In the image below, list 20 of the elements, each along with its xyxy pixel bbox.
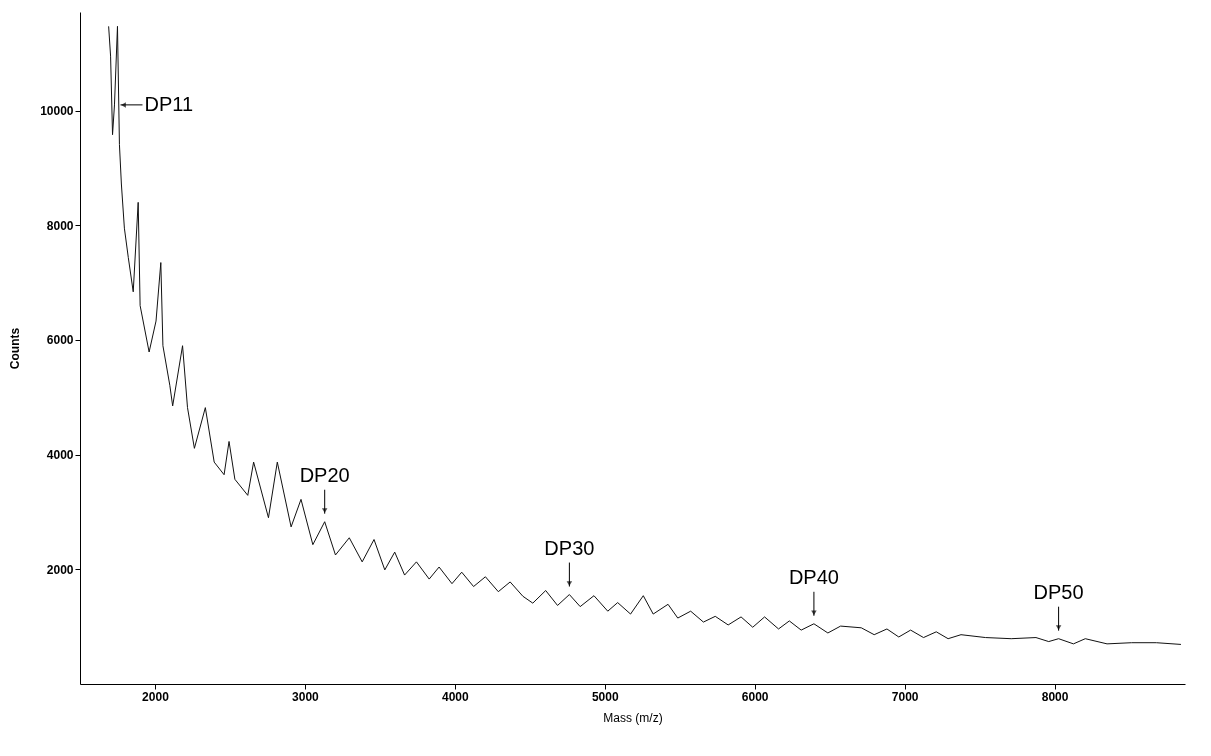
- x-tick-label: 5000: [591, 689, 619, 704]
- y-tick-label: 6000: [46, 333, 74, 348]
- y-tick-label: 2000: [46, 562, 74, 577]
- x-tick-label: 3000: [292, 689, 320, 704]
- annotation: DP20: [299, 463, 350, 486]
- x-tick-label: 2000: [142, 689, 170, 704]
- annotation: DP50: [1033, 580, 1084, 603]
- line-series: [108, 25, 1182, 645]
- annotation: DP40: [788, 565, 839, 588]
- y-tick-label: 8000: [46, 218, 74, 233]
- y-tick-label: 4000: [46, 448, 74, 463]
- y-axis-title: Counts: [8, 327, 23, 370]
- x-tick-label: 6000: [741, 689, 769, 704]
- x-tick-label: 4000: [441, 689, 469, 704]
- x-tick-label: 7000: [891, 689, 919, 704]
- y-tick-label: 10000: [40, 104, 74, 119]
- annotation: DP30: [544, 536, 595, 559]
- annotation: DP11: [144, 92, 194, 115]
- x-axis-title: Mass (m/z): [603, 710, 663, 725]
- x-tick-label: 8000: [1041, 689, 1069, 704]
